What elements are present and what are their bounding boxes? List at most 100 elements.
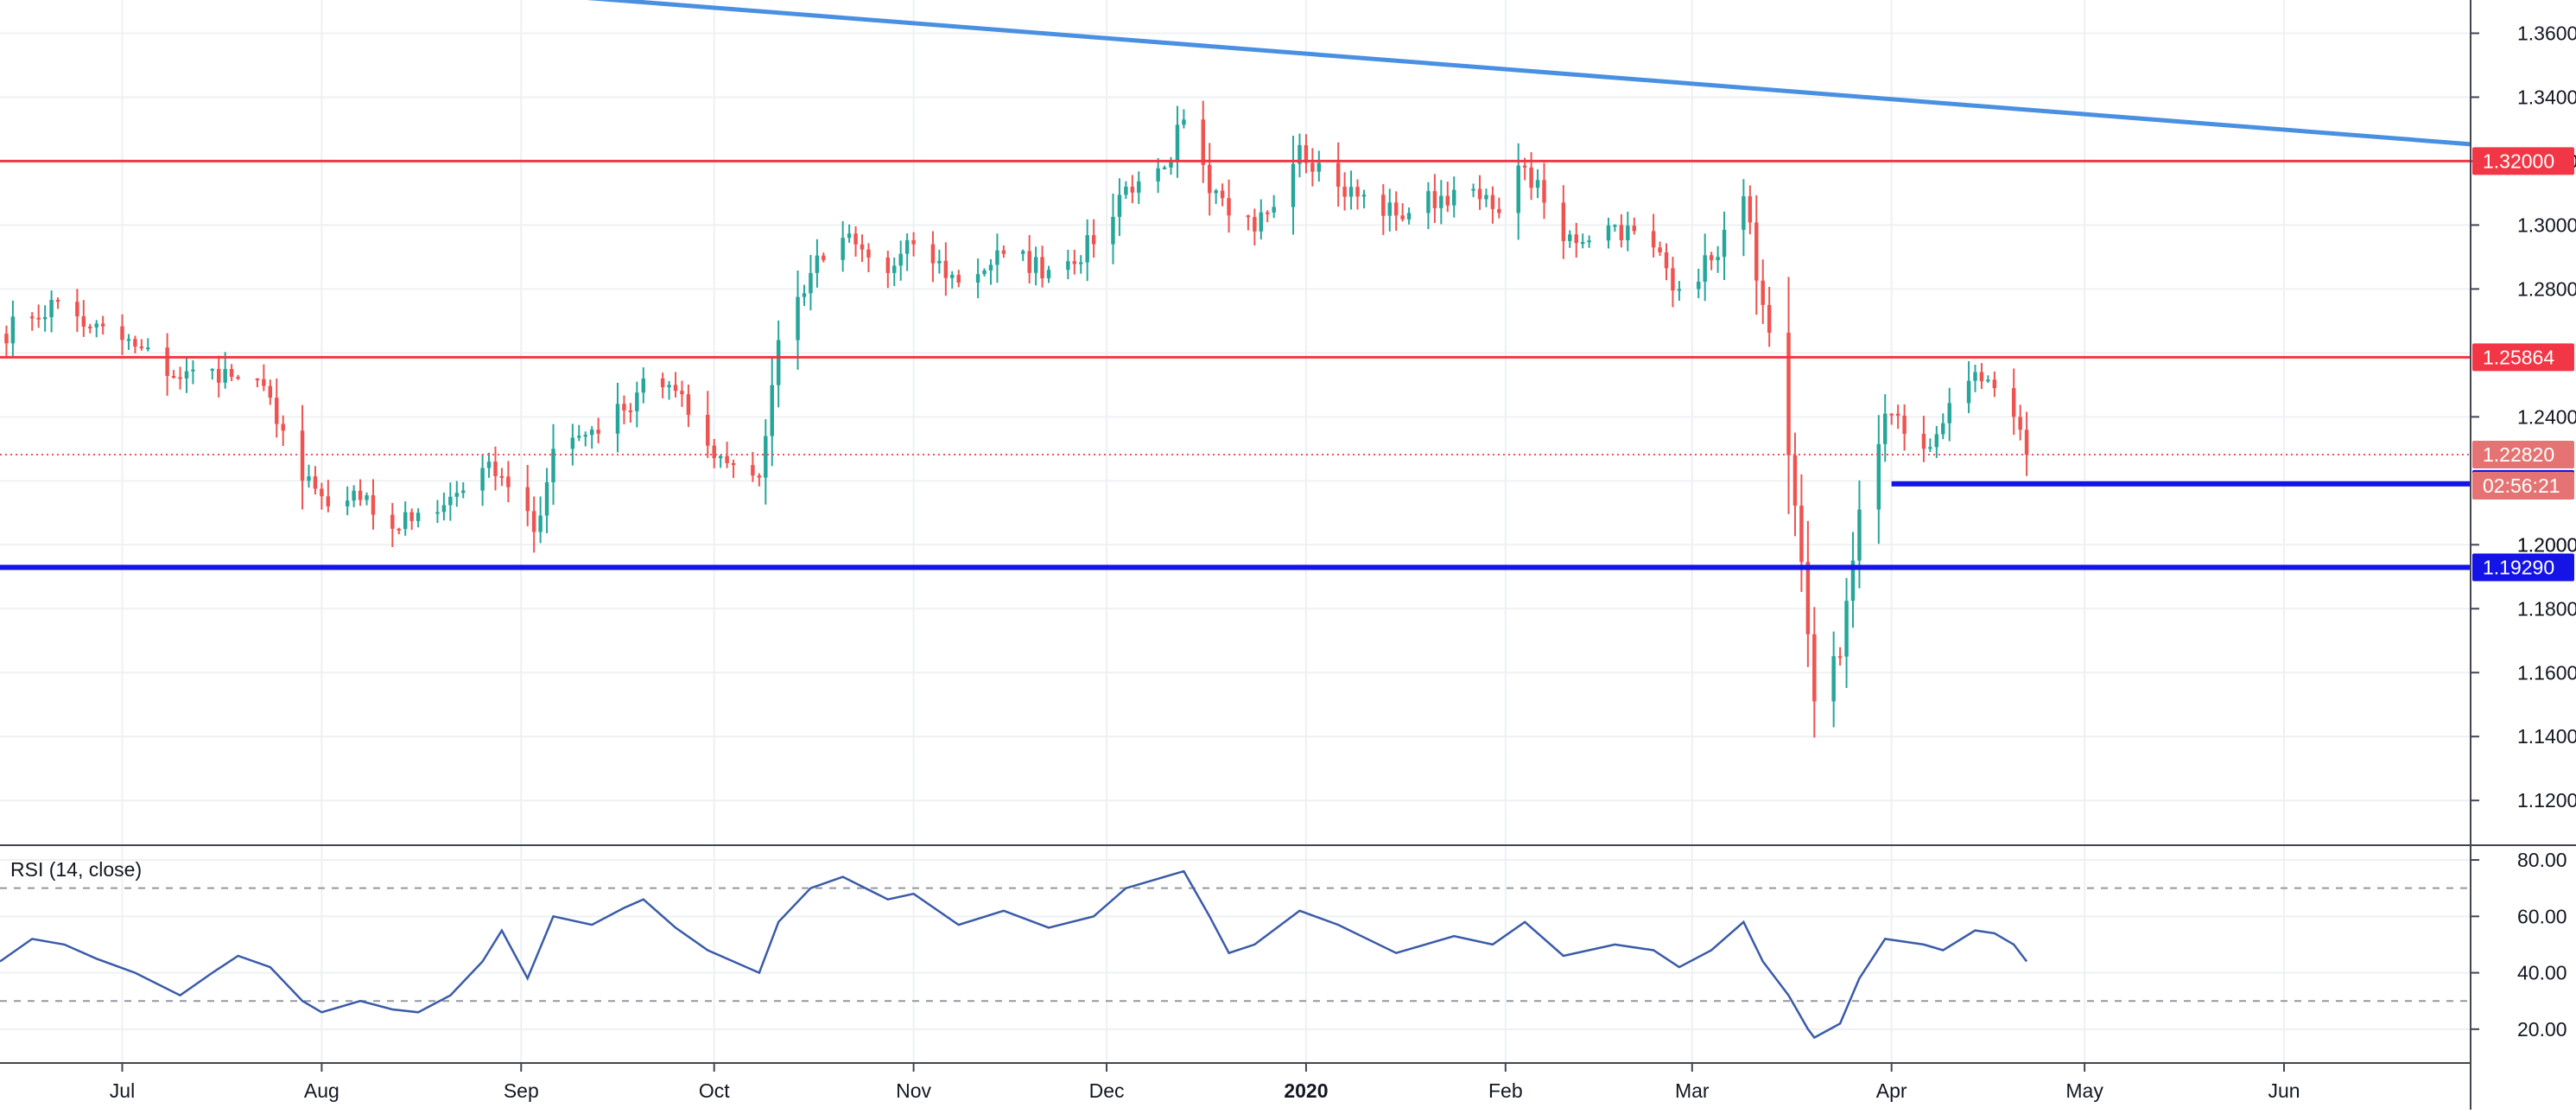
candle-body [577, 436, 581, 438]
price-tick-label: 1.20000 [2517, 533, 2576, 556]
price-tick-label: 1.34000 [2517, 86, 2576, 108]
rsi-tick-label: 80.00 [2517, 849, 2567, 871]
candle-body [1066, 261, 1070, 271]
candle-body [480, 468, 485, 491]
candle-body [1020, 251, 1025, 254]
candle-body [1072, 261, 1077, 264]
candle-body [1137, 181, 1141, 193]
candle-body [1986, 379, 1990, 382]
candle-body [120, 326, 124, 341]
candle-body [544, 482, 549, 516]
candle-body [171, 376, 176, 379]
candle-body [757, 475, 762, 478]
candle-body [982, 270, 987, 275]
candle-body [686, 394, 691, 416]
candle-body [930, 244, 936, 264]
candle-body [680, 391, 684, 395]
candle-body [822, 255, 826, 260]
candle-body [1001, 250, 1006, 254]
candle-body [191, 369, 195, 372]
candle-body [1606, 225, 1611, 241]
price-tick-label: 1.14000 [2517, 725, 2576, 748]
candle-body [853, 233, 858, 245]
candle-body [1722, 229, 1727, 258]
candle-body [1902, 415, 1907, 434]
candle-body [1947, 403, 1951, 423]
candle-body [628, 410, 633, 412]
candle-body [1754, 222, 1759, 281]
candle-body [1767, 304, 1772, 334]
candle-body [1085, 235, 1089, 263]
candle-body [1876, 443, 1881, 510]
candle-body [1966, 380, 1971, 404]
candle-body [1831, 656, 1836, 702]
candle-body [88, 326, 92, 328]
candle-body [1117, 194, 1122, 217]
candle-body [1406, 213, 1412, 220]
candle-body [1973, 372, 1977, 381]
candle-body [1850, 560, 1856, 602]
candle-body [860, 244, 865, 250]
candle-body [1716, 257, 1720, 261]
candle-body [223, 368, 227, 383]
candle-body [1317, 162, 1322, 172]
candle-body [1632, 226, 1637, 232]
descending-trendline [587, 0, 2471, 147]
candle-body [1298, 144, 1302, 164]
candle-body [1792, 455, 1798, 506]
candle-body [499, 475, 504, 478]
rsi-indicator-pane[interactable]: RSI (14, close) [0, 858, 2471, 1040]
time-tick-label: Oct [699, 1079, 730, 1102]
candle-body [416, 512, 421, 521]
resistance-1-tag-label: 1.32000 [2483, 150, 2554, 172]
candle-body [1220, 190, 1225, 199]
candle-body [1587, 240, 1591, 243]
candle-body [81, 315, 86, 327]
time-tick-label: Aug [304, 1079, 339, 1102]
candle-body [1169, 161, 1173, 168]
candle-body [1844, 601, 1849, 657]
candle-body [1921, 433, 1926, 449]
candle-body [1529, 167, 1533, 188]
candle-body [1214, 190, 1218, 194]
candle-body [1805, 562, 1811, 634]
candle-body [1246, 215, 1251, 218]
candle-body [1079, 262, 1083, 264]
candle-body [551, 449, 555, 483]
candle-body [1336, 162, 1341, 188]
candle-body [397, 528, 402, 531]
candle-body [1130, 187, 1135, 193]
candle-body [866, 249, 871, 258]
candle-body [100, 323, 105, 327]
candle-body [1272, 207, 1276, 213]
candle-body [1091, 235, 1096, 245]
rsi-line [0, 869, 2028, 1040]
grid-lines [0, 0, 2471, 1063]
candle-body [1761, 280, 1765, 305]
candle-body [36, 317, 41, 320]
candle-body [718, 455, 723, 459]
candle-body [2011, 388, 2016, 417]
current-price-tag-label: 1.22820 [2483, 443, 2554, 466]
price-tick-label: 1.24000 [2517, 405, 2576, 428]
candle-body [1156, 168, 1160, 181]
candle-body [345, 500, 350, 506]
candle-body [1227, 198, 1231, 216]
candle-body [506, 476, 511, 487]
candle-body [892, 265, 897, 273]
candle-body [281, 423, 285, 431]
candle-body [300, 430, 305, 481]
candle-body [1677, 289, 1682, 291]
horizontal-levels[interactable] [0, 0, 2471, 570]
candle-body [268, 385, 273, 398]
candle-body [615, 404, 620, 434]
candle-body [1484, 194, 1488, 200]
price-tick-label: 1.12000 [2517, 789, 2576, 812]
candle-body [146, 347, 150, 350]
candle-body [1361, 194, 1367, 197]
candle-body [165, 347, 169, 377]
candle-body [751, 465, 755, 476]
candle-body [712, 445, 716, 459]
